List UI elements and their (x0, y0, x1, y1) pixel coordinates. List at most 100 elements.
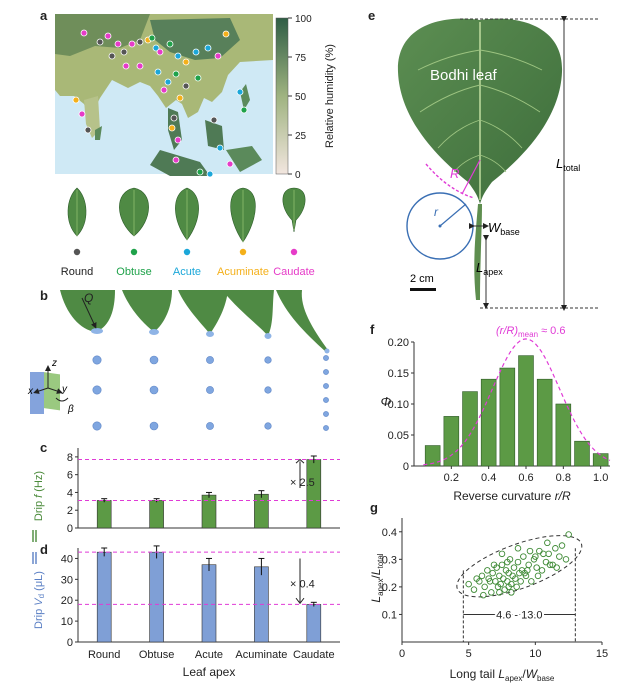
scatter-point (536, 547, 543, 555)
x-tick-label: 0.8 (556, 472, 571, 484)
scatter-point (517, 578, 524, 585)
map-dot-round (210, 116, 218, 124)
map-dot-obtuse (148, 34, 156, 42)
bodhi-leaf-tail (474, 204, 482, 300)
map-dot-round (136, 38, 144, 46)
ratio-arrowhead (295, 597, 305, 605)
leaf-shapes (67, 187, 306, 243)
tip-acute (178, 290, 228, 334)
w-base-label: Wbase (488, 220, 520, 237)
droplet (323, 425, 329, 431)
scatter-point (498, 550, 506, 558)
map-dot-acute (204, 44, 212, 52)
droplet (206, 356, 214, 364)
y-tick-label: 0.4 (382, 527, 397, 539)
y-tick-label: 0.05 (388, 430, 409, 442)
map-dots (72, 29, 248, 178)
y-tick-label: 0.20 (388, 337, 409, 349)
scatter-point (533, 564, 540, 571)
map-dot-round (84, 126, 92, 134)
droplet-sequence (92, 355, 329, 431)
panel-b: Q z x y β (27, 290, 330, 431)
map-dot-acuminate (168, 124, 176, 132)
y-axis-label: Drip f (Hz) (33, 471, 45, 521)
scatter-point (465, 580, 472, 588)
x-tick-label: Caudate (293, 649, 335, 661)
map-dot-caudate (160, 86, 168, 94)
scale-label: 2 cm (410, 273, 434, 285)
map-dot-caudate (80, 29, 88, 37)
scatter-point (553, 564, 560, 571)
scatter-point (510, 564, 518, 571)
y-tick-label: 6 (67, 470, 73, 482)
histogram-bar (424, 445, 441, 467)
scatter-point (484, 567, 491, 574)
map-dot-caudate (174, 136, 182, 144)
l-total-label: Ltotal (556, 156, 580, 173)
l-apex-label: Lapex (476, 260, 503, 277)
colorbar-tick: 100 (295, 14, 312, 25)
leaf-name: Bodhi leaf (430, 67, 498, 84)
leaf-label-acute: Acute (173, 266, 201, 278)
scatter-point (528, 578, 535, 585)
map-dot-obtuse (166, 40, 174, 48)
map-dot-caudate (226, 160, 234, 168)
x-axis-label: Reverse curvature r/R (453, 489, 571, 503)
axis-z-label: z (51, 358, 57, 369)
y-tick-label: 2 (67, 505, 73, 517)
scatter-point (542, 558, 550, 566)
map-dot-acuminate (72, 96, 80, 104)
droplet (149, 355, 159, 365)
mean-annotation: (r/R)mean ≈ 0.6 (496, 325, 565, 339)
colorbar-label: Relative humidity (%) (324, 44, 336, 148)
colorbar-tick: 50 (295, 92, 307, 103)
leaf-type-dots (73, 248, 298, 256)
x-tick-label: Round (88, 649, 120, 661)
scatter-point (481, 583, 488, 591)
axis-beta-label: β (67, 404, 74, 415)
scatter-point (546, 561, 554, 569)
x-tick-label: 10 (529, 648, 541, 660)
panels-f-g: 00.050.100.150.200.2 0.4 0.6 0.8 1.0(r/R)mea… (369, 325, 611, 683)
map-dot-caudate (172, 156, 180, 164)
leaf-tips (60, 290, 330, 354)
scatter-point (480, 591, 487, 599)
droplet (206, 386, 214, 394)
x-tick-label: Acuminate (235, 649, 287, 661)
x-axis-label: Leaf apex (183, 665, 236, 679)
scatter-point (488, 589, 495, 596)
scatter-point (565, 531, 572, 538)
scatter-point (521, 569, 528, 577)
y-tick-label: 20 (61, 595, 73, 607)
histogram-bar (536, 378, 553, 467)
map-dot-acute (192, 48, 200, 56)
bar-obtuse (149, 551, 164, 643)
scatter-point (489, 569, 496, 577)
droplet (92, 385, 102, 395)
map-dot-acute (164, 78, 172, 86)
y-tick-label: 10 (61, 616, 73, 628)
leaf-label-caudate: Caudate (273, 266, 315, 278)
droplet (264, 356, 272, 364)
panel-label-d: d (40, 542, 48, 557)
scatter-point (478, 572, 486, 580)
droplet (323, 411, 329, 417)
y-axis-label: Drip Vd (μL) (33, 571, 46, 629)
droplet (149, 421, 159, 431)
scatter-point (520, 553, 527, 560)
y-axis-label: Φ (381, 394, 392, 409)
droplet (206, 422, 214, 430)
tip-acuminate (222, 290, 274, 336)
map-dot-round (96, 38, 104, 46)
map-dot-caudate (114, 40, 122, 48)
scatter-point (486, 578, 494, 585)
x-tick-label: Acute (195, 649, 223, 661)
map-dot-obtuse (172, 70, 180, 78)
scatter-point (504, 558, 511, 566)
leaf-label-round: Round (61, 266, 93, 278)
map-dot-acute (152, 44, 160, 52)
map-dot-acute (206, 170, 214, 178)
x-tick-label: 15 (596, 648, 608, 660)
scatter-point (500, 575, 507, 582)
map-dot-acute (174, 52, 182, 60)
